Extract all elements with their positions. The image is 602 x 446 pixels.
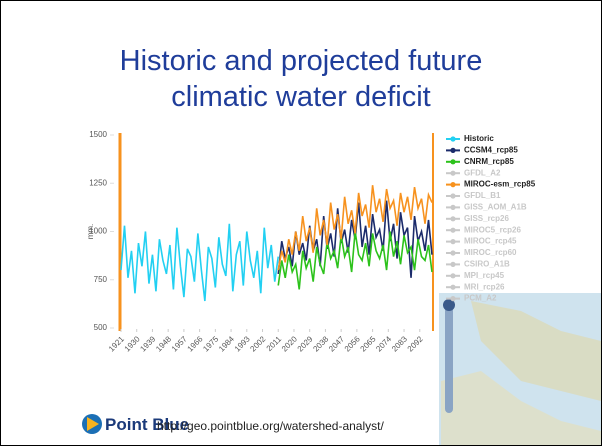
x-tick-label: 1975 xyxy=(201,334,220,353)
legend-label[interactable]: PCM_A2 xyxy=(464,294,497,303)
legend-swatch xyxy=(450,216,455,221)
legend-label[interactable]: MIROC5_rcp26 xyxy=(464,225,521,234)
x-tick-label: 2074 xyxy=(374,334,393,353)
legend-label[interactable]: MIROC-esm_rcp85 xyxy=(464,180,536,189)
x-tick-label: 2056 xyxy=(343,334,362,353)
x-tick-label: 2047 xyxy=(327,334,346,353)
y-tick-label: 750 xyxy=(94,275,108,284)
series-line xyxy=(121,224,278,301)
legend-label[interactable]: Historic xyxy=(464,134,494,143)
y-axis-label: mm. xyxy=(86,224,95,240)
y-tick-label: 500 xyxy=(94,323,108,332)
legend-label[interactable]: CSIRO_A1B xyxy=(464,260,510,269)
legend-swatch xyxy=(450,205,455,210)
x-tick-label: 2083 xyxy=(390,334,409,353)
x-tick-label: 1966 xyxy=(186,334,205,353)
legend-label[interactable]: GFDL_A2 xyxy=(464,168,501,177)
legend-swatch xyxy=(450,273,455,278)
legend-swatch xyxy=(450,285,455,290)
x-tick-label: 2092 xyxy=(406,334,425,353)
logo-icon xyxy=(82,414,102,434)
legend-label[interactable]: MRI_rcp26 xyxy=(464,282,505,291)
chart: 500750100012501500mm.1921193019391948195… xyxy=(1,1,601,445)
legend-swatch xyxy=(450,228,455,233)
x-tick-label: 2029 xyxy=(296,334,315,353)
legend-swatch xyxy=(450,250,455,255)
legend-label[interactable]: GISS_rcp26 xyxy=(464,214,509,223)
x-tick-label: 2065 xyxy=(359,334,378,353)
legend-swatch xyxy=(450,193,455,198)
x-tick-label: 1948 xyxy=(154,334,173,353)
legend-swatch xyxy=(450,182,455,187)
x-tick-label: 2038 xyxy=(311,334,330,353)
slide: Historic and projected future climatic w… xyxy=(0,0,602,446)
legend-swatch xyxy=(450,159,455,164)
legend-swatch xyxy=(450,296,455,301)
x-tick-label: 1993 xyxy=(233,334,252,353)
legend-swatch xyxy=(450,148,455,153)
legend-label[interactable]: GISS_AOM_A1B xyxy=(464,203,527,212)
url: http://geo.pointblue.org/watershed-analy… xyxy=(157,419,384,433)
x-tick-label: 1939 xyxy=(138,334,157,353)
x-tick-label: 2020 xyxy=(280,334,299,353)
legend-swatch xyxy=(450,262,455,267)
x-tick-label: 1957 xyxy=(170,334,189,353)
legend-label[interactable]: MPI_rcp45 xyxy=(464,271,505,280)
x-tick-label: 2011 xyxy=(265,334,284,353)
legend-label[interactable]: GFDL_B1 xyxy=(464,191,501,200)
legend-swatch xyxy=(450,239,455,244)
map-inset[interactable] xyxy=(439,293,601,445)
legend-swatch xyxy=(450,171,455,176)
y-tick-label: 1250 xyxy=(89,178,107,187)
legend-label[interactable]: CCSM4_rcp85 xyxy=(464,146,518,155)
x-tick-label: 1984 xyxy=(217,334,236,353)
x-tick-label: 1930 xyxy=(123,334,142,353)
x-tick-label: 2002 xyxy=(248,334,267,353)
legend-swatch xyxy=(450,136,455,141)
legend-label[interactable]: MIROC_rcp60 xyxy=(464,248,517,257)
legend-label[interactable]: CNRM_rcp85 xyxy=(464,157,514,166)
y-tick-label: 1500 xyxy=(89,130,107,139)
legend-label[interactable]: MIROC_rcp45 xyxy=(464,237,517,246)
x-tick-label: 1921 xyxy=(107,334,126,353)
